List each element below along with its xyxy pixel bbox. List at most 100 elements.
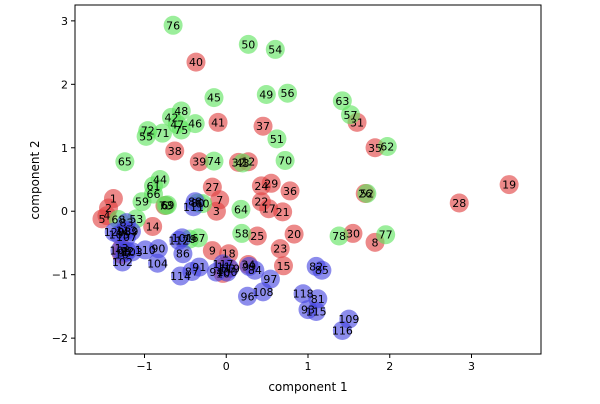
point-label-73: 73 [159, 200, 173, 213]
point-label-88: 88 [188, 196, 202, 209]
point-marker-19 [499, 175, 519, 195]
point-label-117: 117 [212, 258, 233, 271]
point-label-83: 83 [120, 217, 134, 230]
y-axis-label: component 2 [28, 140, 42, 219]
point-marker-56 [278, 83, 298, 103]
point-label-70: 70 [278, 154, 292, 167]
point-marker-66 [143, 184, 163, 204]
point-marker-104 [148, 253, 168, 273]
point-label-95: 95 [118, 246, 132, 259]
x-axis-label: component 1 [268, 380, 347, 394]
point-marker-114 [170, 266, 190, 286]
point-label-92: 92 [120, 245, 134, 258]
point-marker-96 [238, 286, 258, 306]
point-marker-110 [135, 240, 155, 260]
point-marker-43 [233, 153, 253, 173]
point-label-86: 86 [176, 248, 190, 261]
point-label-98: 98 [117, 226, 131, 239]
point-label-107: 107 [116, 231, 137, 244]
point-marker-51 [267, 129, 287, 149]
x-tick-label: 3 [468, 360, 475, 373]
y-tick-label: 0 [61, 205, 68, 218]
point-label-45: 45 [207, 92, 221, 105]
point-marker-52 [357, 183, 377, 203]
point-marker-111 [184, 197, 204, 217]
y-tick-label: 2 [61, 78, 68, 91]
point-label-102: 102 [112, 256, 133, 269]
point-label-3: 3 [213, 205, 220, 218]
point-marker-118 [293, 284, 313, 304]
point-label-109: 109 [338, 313, 359, 326]
point-label-42: 42 [164, 111, 178, 124]
point-label-48: 48 [174, 105, 188, 118]
point-label-114: 114 [170, 270, 191, 283]
point-label-106: 106 [109, 245, 130, 258]
point-label-104: 104 [147, 257, 168, 270]
point-label-68: 68 [111, 213, 125, 226]
point-label-79: 79 [182, 233, 196, 246]
point-label-56: 56 [281, 87, 295, 100]
point-label-25: 25 [250, 230, 264, 243]
point-label-62: 62 [380, 141, 394, 154]
point-label-33: 33 [222, 262, 236, 275]
point-label-27: 27 [205, 181, 219, 194]
point-label-63: 63 [335, 95, 349, 108]
point-label-75: 75 [174, 124, 188, 137]
point-label-50: 50 [241, 38, 255, 51]
point-label-9: 9 [209, 245, 216, 258]
point-label-60: 60 [196, 198, 210, 211]
point-label-80: 80 [191, 197, 205, 210]
point-label-94: 94 [209, 266, 223, 279]
point-marker-27 [202, 177, 222, 197]
point-marker-72 [138, 121, 158, 141]
point-label-72: 72 [141, 125, 155, 138]
point-marker-21 [273, 202, 293, 222]
points-layer [92, 15, 519, 341]
point-label-34: 34 [241, 259, 255, 272]
point-label-71: 71 [155, 127, 169, 140]
point-label-15: 15 [276, 260, 290, 273]
x-tick-label: 0 [223, 360, 230, 373]
point-label-110: 110 [135, 244, 156, 257]
point-label-91: 91 [192, 261, 206, 274]
point-label-99: 99 [242, 260, 256, 273]
point-label-49: 49 [259, 88, 273, 101]
point-label-78: 78 [332, 230, 346, 243]
point-marker-49 [256, 84, 276, 104]
point-label-97: 97 [263, 273, 277, 286]
point-label-64: 64 [234, 203, 248, 216]
point-marker-64 [231, 199, 251, 219]
point-label-29: 29 [264, 177, 278, 190]
point-marker-99 [239, 256, 259, 276]
point-label-52: 52 [360, 187, 374, 200]
point-marker-38 [165, 141, 185, 161]
point-marker-15 [273, 256, 293, 276]
point-label-39: 39 [192, 156, 206, 169]
point-label-58: 58 [235, 227, 249, 240]
point-label-10: 10 [216, 267, 230, 280]
point-marker-119 [220, 258, 240, 278]
point-marker-22 [251, 192, 271, 212]
point-label-37: 37 [256, 120, 270, 133]
point-marker-74 [204, 151, 224, 171]
point-marker-29 [261, 173, 281, 193]
point-label-23: 23 [273, 243, 287, 256]
point-marker-112 [169, 230, 189, 250]
point-marker-116 [332, 321, 352, 341]
point-label-18: 18 [222, 248, 236, 261]
point-label-54: 54 [268, 43, 282, 56]
x-axis: −1 0 1 2 3 [136, 354, 475, 373]
point-marker-36 [280, 181, 300, 201]
x-tick-label: 2 [386, 360, 393, 373]
point-label-55: 55 [139, 130, 153, 143]
y-axis: −2 −1 0 1 2 3 [52, 15, 75, 345]
point-label-87: 87 [185, 266, 199, 279]
point-marker-45 [204, 88, 224, 108]
point-marker-58 [232, 223, 252, 243]
point-label-100: 100 [217, 266, 238, 279]
point-label-111: 111 [183, 201, 204, 214]
point-marker-75 [171, 120, 191, 140]
point-label-11: 11 [217, 260, 231, 273]
point-marker-37 [253, 116, 273, 136]
